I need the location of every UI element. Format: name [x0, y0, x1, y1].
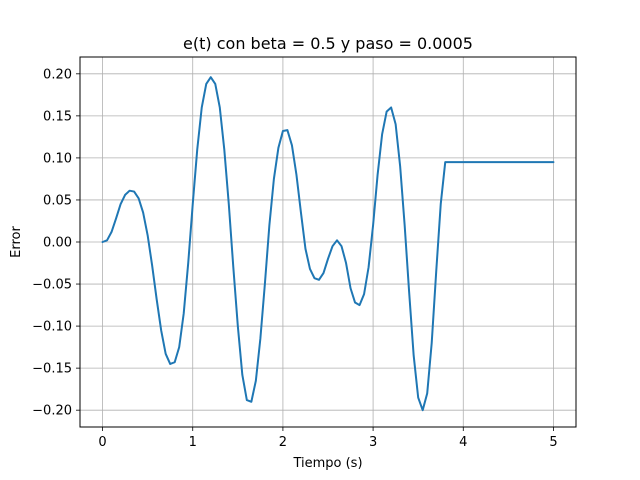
y-tick-label: −0.05 [32, 278, 72, 293]
y-tick-label: 0.15 [43, 109, 72, 124]
y-axis: −0.20 −0.15 −0.10 −0.05 0.00 0.05 0.10 0.15 0.20 [32, 67, 80, 419]
y-tick-label: 0.00 [43, 236, 72, 251]
y-tick-label: −0.20 [32, 404, 72, 419]
y-tick-label: −0.15 [32, 362, 72, 377]
y-tick-label: −0.10 [32, 320, 72, 335]
x-tick-label: 5 [549, 435, 557, 450]
chart-title: e(t) con beta = 0.5 y paso = 0.0005 [183, 34, 473, 53]
x-tick-label: 0 [98, 435, 106, 450]
x-axis-label: Tiempo (s) [292, 456, 362, 471]
y-axis-label: Error [9, 226, 24, 258]
grid [80, 57, 576, 427]
y-tick-label: 0.20 [43, 67, 72, 82]
series-line [101, 76, 555, 412]
x-tick-label: 3 [369, 435, 377, 450]
plot-line-group [101, 76, 555, 412]
x-tick-label: 2 [279, 435, 287, 450]
y-tick-label: 0.05 [43, 193, 72, 208]
y-tick-label: 0.10 [43, 151, 72, 166]
x-tick-label: 4 [459, 435, 467, 450]
x-axis: 0 1 2 3 4 5 [98, 427, 558, 450]
x-tick-label: 1 [189, 435, 197, 450]
